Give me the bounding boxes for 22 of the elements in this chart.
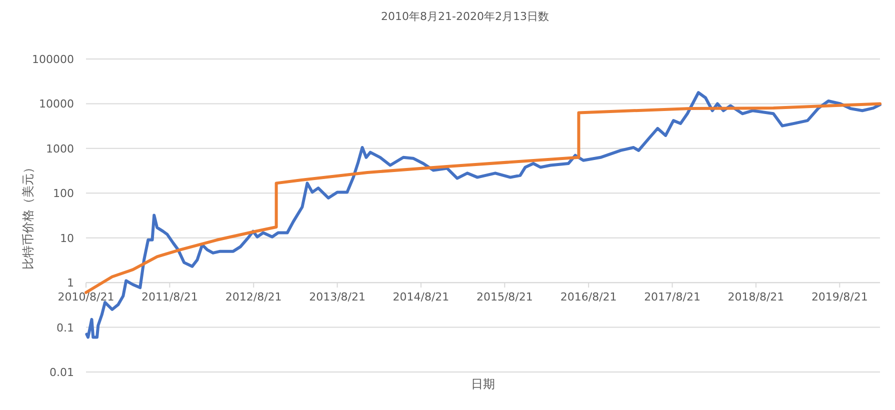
y-tick-label: 1000 [46, 142, 74, 156]
x-tick-label: 2013/8/21 [309, 290, 366, 304]
x-tick-label: 2019/8/21 [811, 290, 868, 304]
y-tick-label: 10 [60, 232, 74, 245]
x-tick-label: 2018/8/21 [728, 290, 784, 304]
line-series [84, 102, 882, 294]
y-tick-label: 0.1 [56, 321, 74, 334]
y-tick-label: 0.01 [50, 366, 74, 379]
x-axis-title: 日期 [471, 377, 495, 391]
x-tick-label: 2011/8/21 [141, 290, 198, 304]
x-tick-label: 2016/8/21 [560, 290, 617, 304]
chart-subtitle: 2010年8月21-2020年2月13日数 [381, 10, 549, 23]
y-axis-title: 比特币价格（美元） [21, 162, 35, 270]
x-tick-label: 2010/8/21 [58, 290, 114, 304]
y-tick-label: 100000 [32, 53, 74, 66]
y-tick-label: 10000 [39, 98, 74, 111]
x-tick-label: 2012/8/21 [225, 290, 282, 304]
y-tick-label: 100 [53, 187, 74, 200]
x-tick-label: 2017/8/21 [644, 290, 700, 304]
y-tick-label: 1 [67, 276, 74, 290]
x-tick-label: 2014/8/21 [392, 290, 450, 304]
x-tick-label: 2015/8/21 [476, 290, 533, 304]
